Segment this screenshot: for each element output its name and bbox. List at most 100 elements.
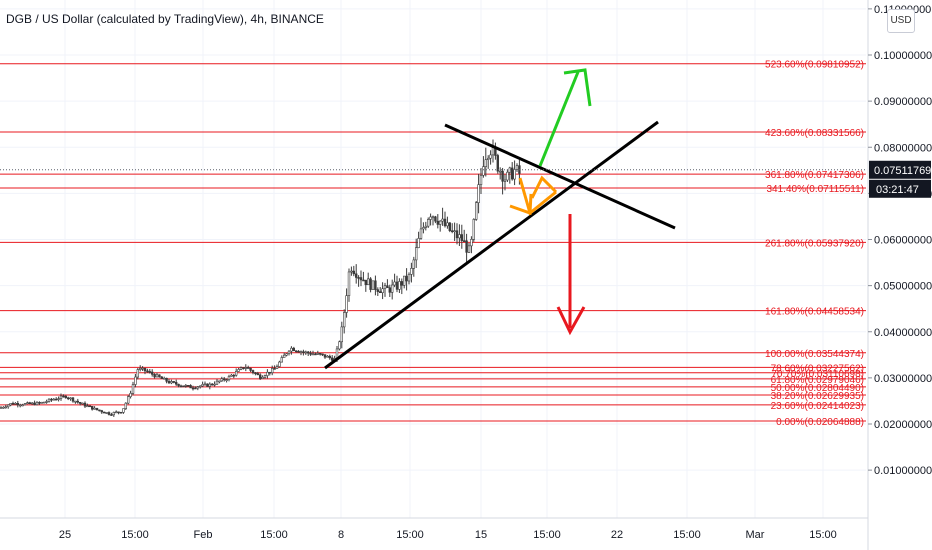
- candle-body: [67, 397, 70, 400]
- candle-body: [165, 377, 168, 382]
- fibonacci-levels[interactable]: 523.60%(0.09810952) 423.60%(0.08331566) 36…: [0, 60, 866, 428]
- chart-title: DGB / US Dollar (calculated by TradingVi…: [6, 12, 324, 26]
- candle-body: [441, 218, 444, 222]
- candle-body: [119, 411, 123, 414]
- candle-body: [122, 408, 125, 413]
- candle-body: [323, 354, 327, 358]
- y-tick-label: 0.05000000: [874, 281, 932, 293]
- candle-body: [381, 288, 384, 294]
- candle-body: [182, 385, 185, 388]
- price-tags: 0.07511769 03:21:47: [0, 160, 931, 198]
- grid: [0, 0, 866, 518]
- candle-body: [357, 277, 360, 279]
- candle-body: [153, 374, 156, 378]
- candle-body: [453, 230, 456, 233]
- candle-body: [127, 396, 130, 404]
- candle-body: [328, 355, 331, 359]
- orange-arrow-head-down[interactable]: [509, 193, 533, 216]
- candle-body: [131, 384, 135, 394]
- candle-body: [232, 374, 235, 377]
- candle-body: [0, 407, 3, 409]
- candle-body: [338, 341, 341, 350]
- y-tick-label: 0.10000000: [874, 50, 932, 62]
- candle-body: [266, 371, 269, 376]
- y-tick-label: 0.06000000: [874, 235, 932, 247]
- candle-body: [227, 376, 231, 381]
- bullish-arrow[interactable]: [538, 71, 580, 167]
- x-tick-label: Feb: [194, 529, 213, 541]
- candle-body: [426, 219, 430, 227]
- candle-body: [35, 402, 39, 406]
- candle-body: [50, 398, 53, 401]
- bearish-arrow-head[interactable]: [556, 306, 586, 336]
- fib-level-label: 50.00%(0.02804490): [771, 383, 864, 394]
- candle-body: [422, 227, 425, 230]
- candle-body: [330, 357, 334, 361]
- fib-level-label: 423.60%(0.08331566): [765, 128, 864, 139]
- currency-badge[interactable]: USD: [887, 9, 915, 33]
- candle-body: [472, 219, 475, 240]
- y-tick-label: 0.04000000: [874, 327, 932, 339]
- x-tick-label: 15:00: [533, 529, 561, 541]
- candle-body: [350, 270, 353, 273]
- candle-body: [208, 383, 211, 387]
- bullish-arrow-head[interactable]: [563, 68, 592, 107]
- candle-body: [11, 403, 15, 405]
- candle-body: [242, 367, 245, 369]
- candle-body: [362, 279, 365, 282]
- candle-body: [318, 353, 322, 355]
- candle-body: [515, 165, 519, 170]
- candle-body: [407, 274, 411, 282]
- y-tick-label: 0.01000000: [874, 465, 932, 477]
- bar-countdown: 03:21:47: [876, 184, 919, 196]
- candle-body: [438, 220, 442, 225]
- candle-body: [460, 234, 463, 241]
- candle-body: [247, 367, 250, 369]
- candle-body: [393, 281, 396, 286]
- candle-body: [98, 409, 101, 412]
- candle-body: [26, 402, 29, 404]
- candle-body: [297, 350, 300, 353]
- candle-body: [237, 369, 240, 372]
- candle-body: [76, 400, 80, 403]
- candle-body: [496, 155, 499, 172]
- candle-body: [110, 414, 113, 416]
- fib-level-label: 341.40%(0.07115511): [767, 184, 865, 195]
- candle-body: [177, 383, 180, 387]
- candle-body: [465, 240, 468, 253]
- candle-body: [235, 371, 238, 376]
- candle-body: [462, 240, 466, 242]
- candle-body: [498, 170, 502, 173]
- x-tick-label: 15:00: [673, 529, 701, 541]
- candle-body: [105, 412, 108, 414]
- orange-arrow-up[interactable]: [530, 175, 558, 199]
- candle-body: [115, 411, 118, 414]
- candle-body: [273, 368, 276, 370]
- candle-body: [201, 384, 204, 387]
- candle-body: [503, 179, 507, 182]
- drawings[interactable]: [324, 68, 676, 370]
- candle-body: [16, 403, 19, 406]
- candle-body: [326, 355, 329, 358]
- candle-body: [143, 367, 147, 372]
- candle-body: [244, 367, 247, 369]
- candle-body: [258, 374, 262, 379]
- candle-body: [429, 216, 432, 220]
- candle-body: [455, 230, 459, 239]
- candle-body: [477, 184, 480, 203]
- candle-body: [304, 351, 307, 354]
- lower-trendline[interactable]: [324, 120, 659, 370]
- fib-level-label: 61.80%(0.02979046): [771, 375, 864, 386]
- candle-body: [199, 385, 202, 388]
- x-tick-label: 15:00: [121, 529, 149, 541]
- upper-trendline[interactable]: [444, 123, 676, 230]
- candle-body: [69, 397, 72, 400]
- candle-body: [148, 371, 151, 373]
- candle-body: [57, 398, 60, 400]
- candle-body: [501, 170, 504, 182]
- fib-level-label: 38.20%(0.02629935): [771, 391, 864, 402]
- candle-body: [155, 374, 159, 378]
- candle-body: [458, 234, 461, 239]
